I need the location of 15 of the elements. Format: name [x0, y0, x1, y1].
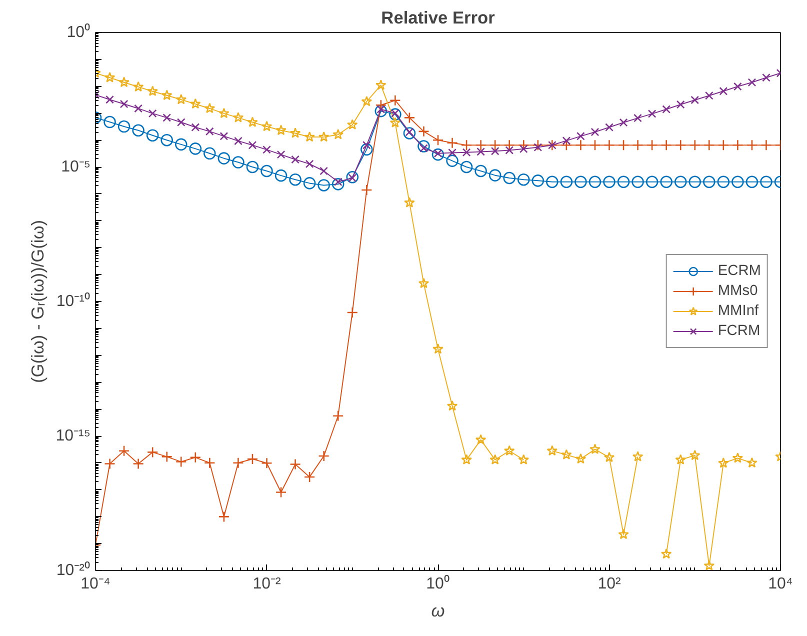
y-tick-label: 10⁻¹⁵ [56, 428, 91, 444]
y-axis-title: (G(iω) - Gᵣ(iω))/G(iω) [28, 220, 48, 384]
legend-label: ECRM [718, 263, 761, 279]
x-tick-label: 10⁰ [426, 574, 450, 592]
legend-label: MMInf [718, 303, 759, 319]
x-tick-label: 10² [598, 576, 622, 592]
y-tick-label: 10⁻¹⁰ [56, 292, 90, 310]
legend-label: FCRM [718, 323, 760, 339]
y-tick-label: 10⁰ [66, 23, 90, 41]
chart-title: Relative Error [381, 8, 496, 28]
x-tick-label: 10⁴ [768, 576, 793, 592]
y-tick-label: 10⁻⁵ [61, 158, 91, 176]
x-axis-title: ω [431, 600, 445, 620]
x-tick-label: 10⁻² [252, 576, 282, 592]
legend-label: MMs0 [718, 283, 758, 299]
